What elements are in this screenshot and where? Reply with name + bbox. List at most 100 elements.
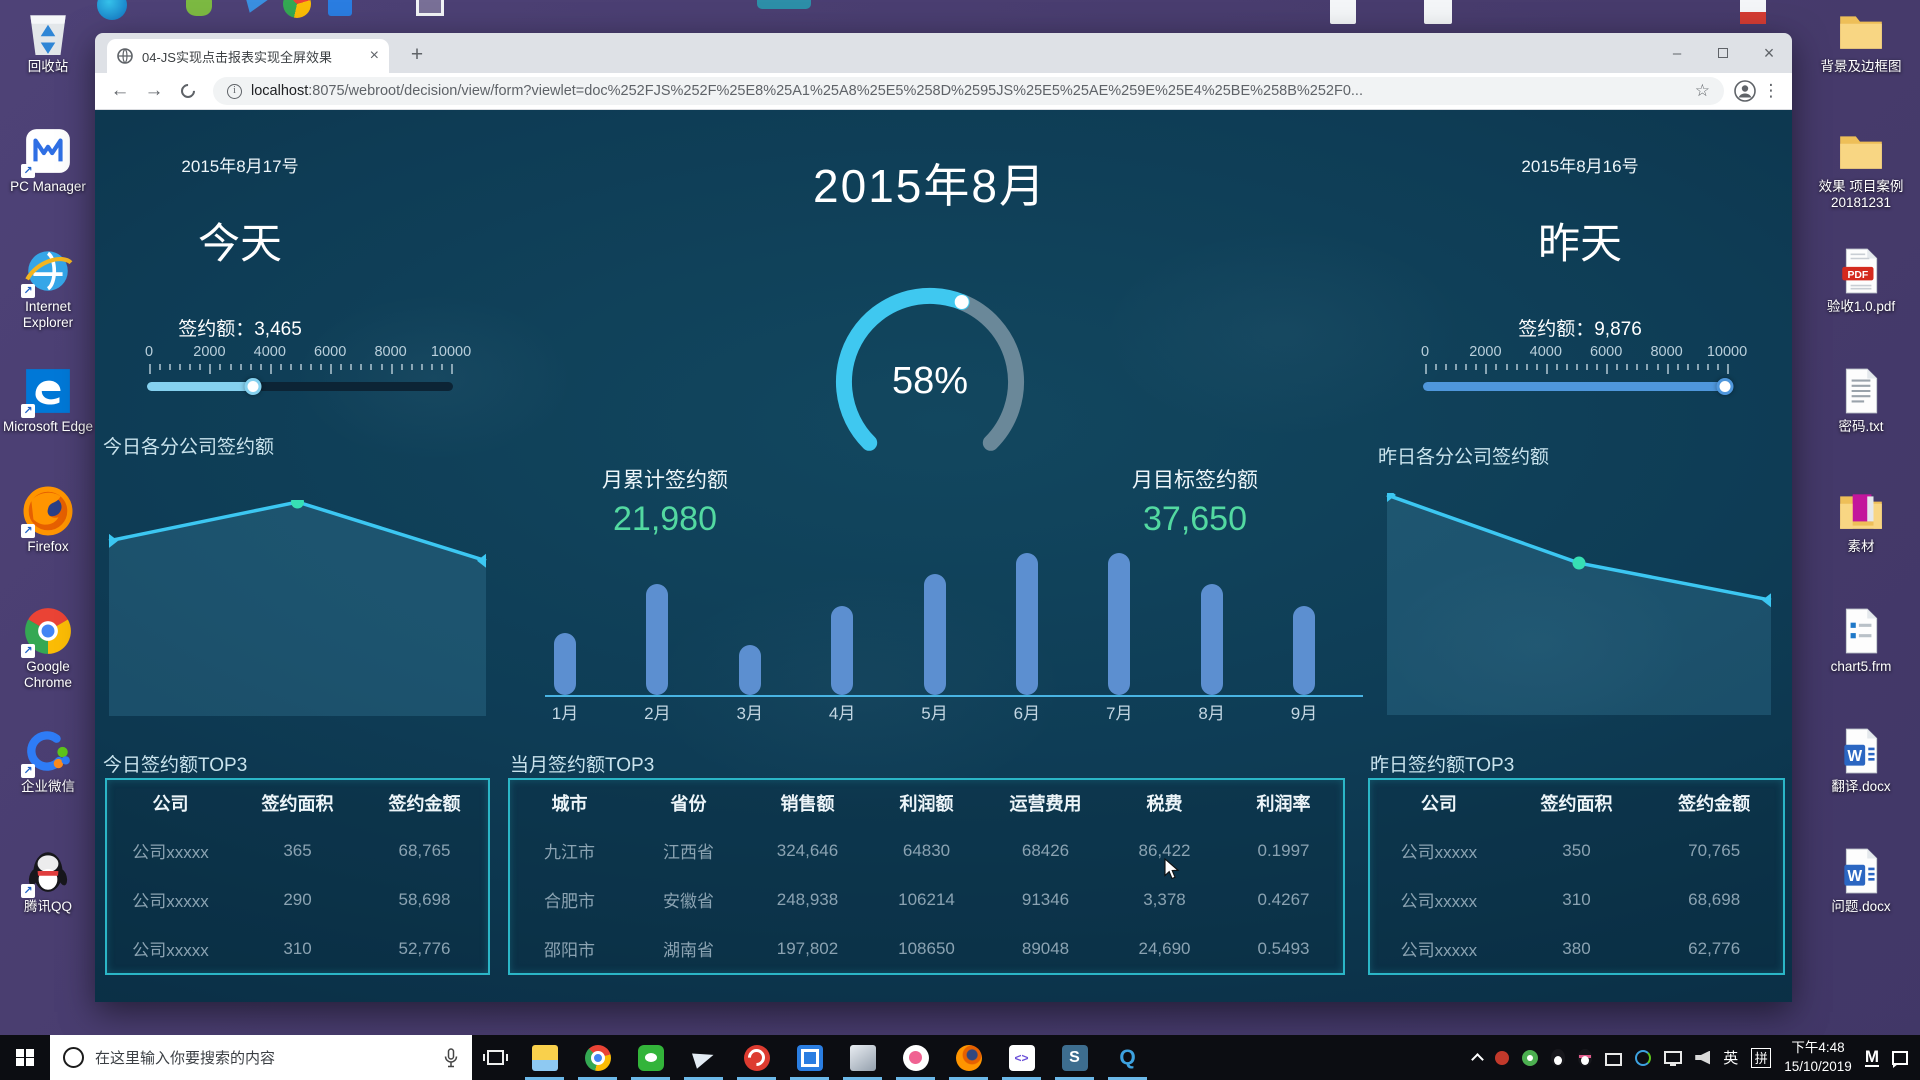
partial-desktop-icon[interactable] bbox=[416, 0, 444, 16]
url-text[interactable]: localhost:8075/webroot/decision/view/for… bbox=[251, 83, 1363, 99]
bar-6月[interactable] bbox=[1015, 553, 1038, 695]
page-info-icon[interactable]: i bbox=[227, 83, 242, 99]
partial-desktop-icon[interactable] bbox=[97, 0, 127, 20]
desktop-icon-pcmanager[interactable]: ↗ PC Manager bbox=[2, 126, 94, 232]
tray-overflow-chevron-icon[interactable] bbox=[1471, 1051, 1485, 1066]
desktop-icon-folder-media[interactable]: 素材 bbox=[1804, 486, 1918, 592]
browser-menu-icon[interactable]: ⋮ bbox=[1762, 81, 1780, 100]
desktop-icon-folder[interactable]: 背景及边框图 bbox=[1804, 6, 1918, 112]
taskbar-app-purple-code[interactable] bbox=[995, 1035, 1048, 1080]
bar-7月[interactable] bbox=[1108, 553, 1131, 695]
wechat-tray-icon[interactable] bbox=[1522, 1049, 1539, 1066]
bar-3月[interactable] bbox=[738, 645, 761, 695]
monthly-bar-chart[interactable]: 1月 2月 3月 4月 5月 6月 7月 8月 9月 bbox=[545, 548, 1367, 726]
taskbar-app-blue-q[interactable] bbox=[1101, 1035, 1154, 1080]
yesterday-top3-table[interactable]: 公司 签约面积 签约金额 公司xxxxx 350 70,765 公司xxxxx 310 68,6… bbox=[1368, 778, 1785, 975]
forward-icon[interactable]: → bbox=[144, 80, 164, 101]
qq-tray-icon[interactable] bbox=[1551, 1049, 1566, 1066]
partial-desktop-icon[interactable] bbox=[1424, 0, 1452, 24]
taskbar-app-firefox[interactable] bbox=[942, 1035, 995, 1080]
month-gauge-chart[interactable] bbox=[830, 282, 1030, 482]
pc-manager-tray-icon[interactable]: M bbox=[1864, 1047, 1879, 1067]
bar-8月[interactable] bbox=[1200, 584, 1223, 695]
desktop-icon-txt[interactable]: 密码.txt bbox=[1804, 366, 1918, 472]
bar-1月[interactable] bbox=[554, 633, 576, 695]
taskbar-app-wechat[interactable] bbox=[624, 1035, 677, 1080]
yesterday-slider[interactable]: 0 2000 4000 6000 8000 10000 bbox=[1421, 344, 1747, 400]
bookmark-star-icon[interactable]: ☆ bbox=[1694, 81, 1710, 100]
desktop-icon-label: 翻译.docx bbox=[1831, 779, 1891, 794]
today-top3-table[interactable]: 公司 签约面积 签约金额 公司xxxxx 365 68,765 公司xxxxx 290 58,6… bbox=[105, 778, 490, 975]
slider-track[interactable] bbox=[1423, 377, 1734, 395]
browser-tab[interactable]: 04-JS实现点击报表实现全屏效果 × bbox=[107, 39, 389, 73]
yesterday-area-chart[interactable] bbox=[1383, 488, 1775, 722]
partial-desktop-icon[interactable] bbox=[283, 0, 311, 18]
partial-desktop-icon[interactable] bbox=[1740, 0, 1766, 24]
cell: 公司xxxxx bbox=[1400, 941, 1478, 960]
taskbar-app-chrome[interactable] bbox=[571, 1035, 624, 1080]
slider-thumb[interactable] bbox=[1716, 377, 1734, 395]
desktop-icon-qq[interactable]: ↗ 腾讯QQ bbox=[2, 846, 94, 952]
printer-tray-icon[interactable] bbox=[1605, 1052, 1623, 1066]
language-indicator[interactable]: 英 bbox=[1723, 1050, 1739, 1067]
taskbar-app-blue-app[interactable] bbox=[783, 1035, 836, 1080]
address-bar[interactable]: i localhost:8075/webroot/decision/view/f… bbox=[213, 77, 1724, 105]
netease-tray-icon[interactable] bbox=[1495, 1050, 1510, 1065]
today-area-chart[interactable] bbox=[105, 495, 490, 723]
taskbar-app-netease-music[interactable] bbox=[730, 1035, 783, 1080]
action-center-icon[interactable] bbox=[1892, 1050, 1908, 1068]
taskbar-app-paper-plane[interactable] bbox=[677, 1035, 730, 1080]
close-button[interactable]: × bbox=[1763, 42, 1775, 63]
partial-desktop-icon[interactable] bbox=[328, 0, 352, 16]
volume-icon[interactable] bbox=[1695, 1050, 1711, 1065]
desktop-icon-docx[interactable]: W 翻译.docx bbox=[1804, 726, 1918, 832]
slider-thumb[interactable] bbox=[244, 377, 262, 395]
partial-desktop-icon[interactable] bbox=[1330, 0, 1356, 24]
desktop-icon-ie[interactable]: ↗ Internet Explorer bbox=[2, 246, 94, 352]
partial-desktop-icon[interactable] bbox=[186, 0, 212, 16]
tab-close-icon[interactable]: × bbox=[369, 47, 379, 64]
taskbar-app-pink-app[interactable] bbox=[889, 1035, 942, 1080]
taskbar-app-sublime[interactable] bbox=[1048, 1035, 1101, 1080]
bar-category-label: 5月 bbox=[921, 704, 948, 723]
desktop-icon-folder[interactable]: 效果 项目案例 20181231 bbox=[1804, 126, 1918, 232]
desktop-icon-frm[interactable]: chart5.frm bbox=[1804, 606, 1918, 712]
cell: 0.5493 bbox=[1257, 938, 1310, 958]
taskbar-clock[interactable]: 下午4:48 15/10/2019 bbox=[1784, 1040, 1852, 1074]
desktop-icon-label: PC Manager bbox=[10, 179, 86, 194]
desktop-icon-edge[interactable]: ↗ Microsoft Edge bbox=[2, 366, 94, 472]
bar-2月[interactable] bbox=[646, 584, 669, 695]
partial-desktop-icon[interactable] bbox=[245, 0, 273, 13]
taskbar-search-input[interactable]: 在这里输入你要搜索的内容 bbox=[50, 1035, 472, 1080]
desktop-icon-pdf[interactable]: PDF 验收1.0.pdf bbox=[1804, 246, 1918, 352]
cortana-icon[interactable] bbox=[63, 1047, 84, 1068]
profile-avatar-icon[interactable] bbox=[1734, 80, 1756, 102]
new-tab-button[interactable]: + bbox=[410, 43, 424, 66]
desktop-icon-wxwork[interactable]: ↗ 企业微信 bbox=[2, 726, 94, 832]
qq2-tray-icon[interactable] bbox=[1578, 1049, 1593, 1066]
microphone-icon[interactable] bbox=[443, 1047, 459, 1068]
slider-track[interactable] bbox=[147, 377, 453, 395]
tab-title: 04-JS实现点击报表实现全屏效果 bbox=[142, 49, 332, 65]
bar-4月[interactable] bbox=[831, 606, 854, 695]
month-top3-table[interactable]: 城市 省份 销售额 利润额 运营费用 税费 利润率 九江市 江西省 324,646 64830 684… bbox=[508, 778, 1345, 975]
minimize-button[interactable]: – bbox=[1672, 44, 1682, 62]
ime-indicator[interactable]: 拼 bbox=[1751, 1047, 1772, 1068]
bar-5月[interactable] bbox=[923, 574, 946, 695]
maximize-button[interactable] bbox=[1700, 33, 1746, 73]
refresh-icon[interactable] bbox=[173, 77, 203, 105]
desktop-icon-chrome[interactable]: ↗ Google Chrome bbox=[2, 606, 94, 712]
start-button[interactable] bbox=[0, 1035, 50, 1080]
taskbar-app-file-explorer[interactable] bbox=[518, 1035, 571, 1080]
back-icon[interactable]: ← bbox=[110, 80, 130, 101]
desktop-icon-firefox[interactable]: ↗ Firefox bbox=[2, 486, 94, 592]
taskbar-app-gray-3d[interactable] bbox=[836, 1035, 889, 1080]
wxwork-tray-icon[interactable] bbox=[1635, 1049, 1652, 1066]
task-view-button[interactable] bbox=[472, 1035, 518, 1080]
cell: 合肥市 bbox=[544, 892, 595, 911]
desktop-icon-docx[interactable]: W 问题.docx bbox=[1804, 846, 1918, 952]
today-slider[interactable]: 0 2000 4000 6000 8000 10000 bbox=[145, 344, 471, 400]
display-tray-icon[interactable] bbox=[1664, 1051, 1683, 1066]
desktop-icon-recycle[interactable]: 回收站 bbox=[2, 6, 94, 112]
bar-9月[interactable] bbox=[1293, 606, 1315, 695]
